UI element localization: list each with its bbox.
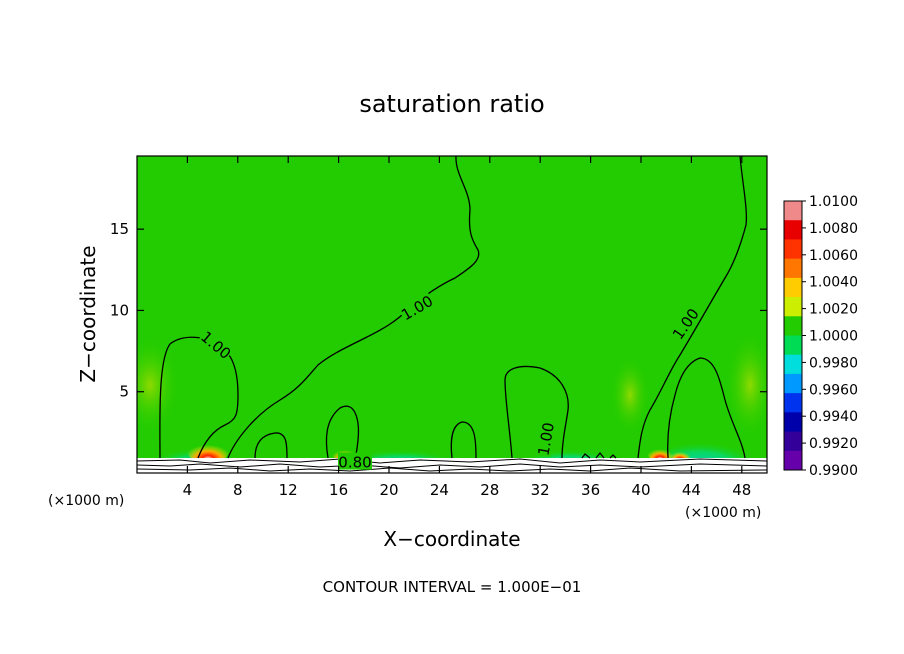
colorbar-swatch xyxy=(784,335,802,356)
contour-label: 0.80 xyxy=(338,454,371,472)
colorbar-label: 0.9960 xyxy=(809,382,858,398)
y-axis-title: Z−coordinate xyxy=(76,245,100,382)
contour-line xyxy=(581,453,591,459)
contour-label-bg xyxy=(337,452,372,470)
colorbar-swatch xyxy=(784,393,802,413)
colorbar-swatch xyxy=(784,277,802,298)
contour-label-group: 0.80 xyxy=(337,452,372,472)
contour-label-bg xyxy=(198,326,236,362)
contour-line xyxy=(504,365,569,459)
contour-line xyxy=(254,432,288,459)
colorbar-swatch xyxy=(784,297,802,317)
colorbar-label: 1.0100 xyxy=(809,194,858,210)
y-tick-label: 15 xyxy=(110,220,129,238)
x-tick-label: 4 xyxy=(183,481,193,499)
colorbar-swatch xyxy=(784,220,802,240)
x-tick-label: 8 xyxy=(233,481,243,499)
y-tick-label: 5 xyxy=(119,383,129,401)
field-glow xyxy=(610,355,650,435)
colorbar-label: 0.9920 xyxy=(809,436,858,452)
x-tick-label: 32 xyxy=(531,481,550,499)
surface-contours xyxy=(137,463,767,469)
contour-line xyxy=(595,451,605,459)
contour-interval-label: CONTOUR INTERVAL = 1.000E−01 xyxy=(323,578,582,596)
field-glow xyxy=(725,330,767,440)
plot-background xyxy=(137,156,767,473)
colorbar-swatch xyxy=(784,201,802,221)
surface-contours xyxy=(137,467,767,472)
chart-title: saturation ratio xyxy=(359,90,544,118)
colorbar-swatch xyxy=(784,450,802,471)
plot-frame xyxy=(136,155,768,474)
colorbar-label: 0.9940 xyxy=(809,409,858,425)
colorbar-label: 1.0080 xyxy=(809,221,858,237)
x-tick-label: 48 xyxy=(732,481,751,499)
colorbar-swatch xyxy=(784,316,802,336)
colorbar-label: 1.0020 xyxy=(809,302,858,318)
x-tick-label: 24 xyxy=(430,481,449,499)
contour-line xyxy=(325,405,360,459)
x-axis-unit-left: (×1000 m) xyxy=(48,493,124,509)
contour-label-group: 1.00 xyxy=(533,420,558,457)
field-glow xyxy=(137,335,180,435)
x-tick-label: 36 xyxy=(581,481,600,499)
colorbar-swatch xyxy=(784,258,802,279)
contour-label-bg xyxy=(667,304,702,342)
x-tick-label: 28 xyxy=(480,481,499,499)
x-axis-title: X−coordinate xyxy=(383,527,520,551)
colorbar-label: 1.0000 xyxy=(809,329,858,345)
contour-label-bg xyxy=(533,420,557,457)
contour-line xyxy=(667,357,746,459)
colorbar-label: 0.9900 xyxy=(809,463,858,479)
x-axis-unit-right: (×1000 m) xyxy=(685,505,761,521)
y-tick-label: 10 xyxy=(110,301,129,319)
x-tick-label: 44 xyxy=(682,481,701,499)
colorbar-swatch xyxy=(784,239,802,260)
colorbar-swatch xyxy=(784,431,802,452)
contour-line xyxy=(450,421,477,459)
x-tick-label: 12 xyxy=(279,481,298,499)
contour-label: 1.00 xyxy=(534,421,558,457)
colorbar-label: 1.0060 xyxy=(809,248,858,264)
contour-line xyxy=(637,156,748,459)
colorbar-swatch xyxy=(784,412,802,433)
colorbar-swatch xyxy=(784,373,802,394)
surface-contours xyxy=(137,458,767,464)
colorbar-swatch xyxy=(784,354,802,375)
colorbar-label: 0.9980 xyxy=(809,355,858,371)
colorbar: 1.0100 1.0080 1.0060 1.0040 1.0020 1.0000 0.99… xyxy=(783,194,858,479)
plot-area: 1.001.00 1.001.000.80 xyxy=(137,156,767,473)
contour-line xyxy=(609,454,617,459)
x-tick-label: 40 xyxy=(631,481,650,499)
contour-label-bg xyxy=(397,290,436,323)
colorbar-label: 1.0040 xyxy=(809,275,858,291)
x-tick-label: 20 xyxy=(379,481,398,499)
x-tick-label: 16 xyxy=(329,481,348,499)
